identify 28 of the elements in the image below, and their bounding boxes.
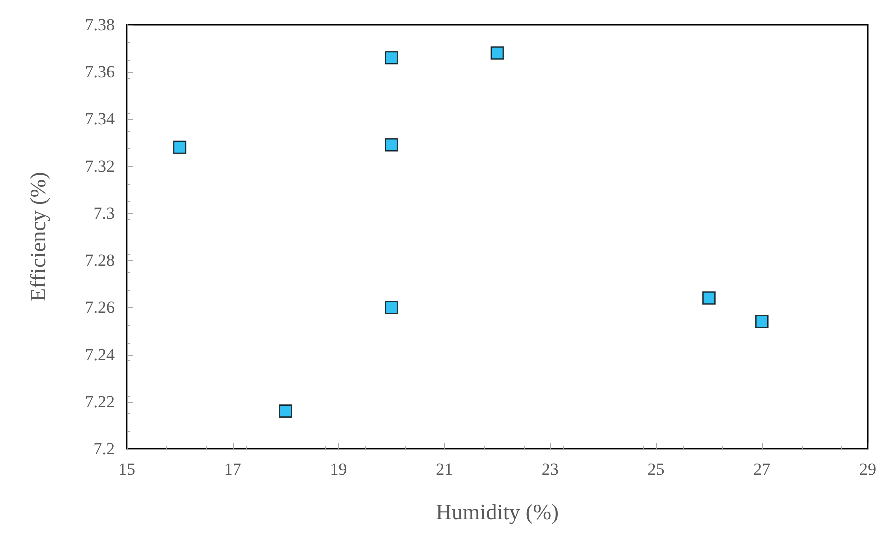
y-tick-label: 7.26 xyxy=(85,298,115,318)
point xyxy=(490,46,504,60)
y-tick-label: 7.2 xyxy=(94,440,115,458)
point xyxy=(755,315,769,328)
y-tick-label: 7.32 xyxy=(85,156,115,176)
x-tick-label: 27 xyxy=(754,460,772,479)
y-tick-label: 7.28 xyxy=(85,251,115,270)
point xyxy=(384,138,398,152)
point xyxy=(702,292,716,305)
x-tick-label: 15 xyxy=(118,460,136,479)
x-tick-label: 19 xyxy=(330,460,348,479)
y-tick-label: 7.34 xyxy=(85,110,116,129)
y-axis-title: Efficiency (%) xyxy=(26,172,50,302)
point xyxy=(279,404,292,418)
y-tick-label: 7.3 xyxy=(94,204,115,223)
x-tick-label: 25 xyxy=(648,460,665,479)
point xyxy=(173,140,187,154)
x-tick-label: 21 xyxy=(436,460,454,479)
y-tick-label: 7.38 xyxy=(85,16,115,34)
x-tick-label: 29 xyxy=(860,460,876,479)
y-tick-label: 7.24 xyxy=(85,345,116,364)
y-tick-label: 7.22 xyxy=(85,392,115,412)
point xyxy=(384,51,398,65)
x-tick-label: 23 xyxy=(542,460,559,479)
point xyxy=(384,301,398,314)
x-axis-title: Humidity (%) xyxy=(436,500,559,524)
y-tick-label: 7.36 xyxy=(85,62,115,82)
x-tick-label: 17 xyxy=(224,460,242,479)
